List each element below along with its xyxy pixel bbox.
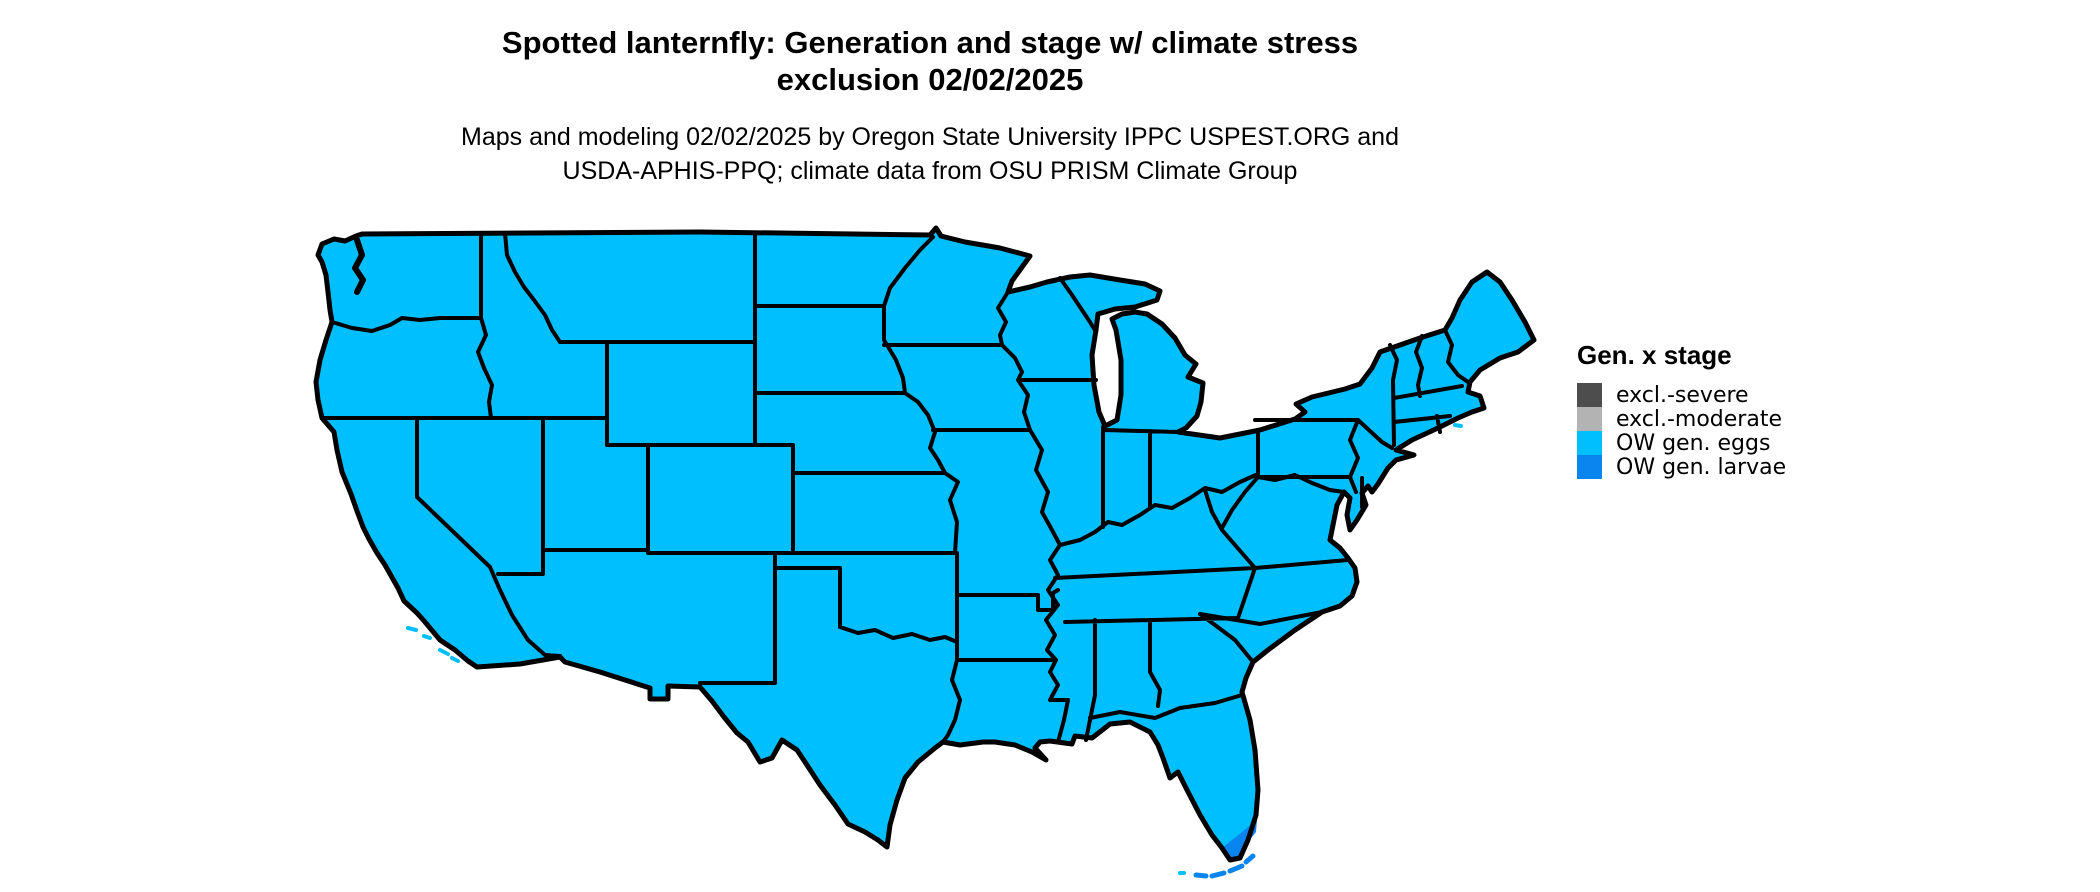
- figure-title-line2: exclusion 02/02/2025: [776, 62, 1084, 97]
- legend-item-label: OW gen. eggs: [1616, 430, 1771, 456]
- figure-title: Spotted lanternfly: Generation and stage…: [0, 24, 1860, 98]
- legend-swatch: [1577, 455, 1602, 479]
- offshore-islets: [406, 338, 1518, 875]
- legend-swatch: [1577, 383, 1602, 407]
- legend-item-label: excl.-severe: [1616, 382, 1749, 408]
- conus-landmass: [316, 228, 1534, 860]
- legend-rows: excl.-severe excl.-moderate OW gen. eggs OW…: [1577, 382, 1837, 480]
- map-legend: Gen. x stage excl.-severe excl.-moderate O…: [1577, 340, 1837, 480]
- figure-subtitle-line1: Maps and modeling 02/02/2025 by Oregon S…: [461, 123, 1399, 151]
- puget-sound-detail: [352, 237, 366, 295]
- florida-keys: [1193, 853, 1256, 879]
- figure-subtitle-line2: USDA-APHIS-PPQ; climate data from OSU PR…: [562, 157, 1298, 185]
- legend-title: Gen. x stage: [1577, 340, 1732, 370]
- south-florida-larvae-region: [1222, 820, 1257, 860]
- legend-item-label: OW gen. larvae: [1616, 454, 1787, 480]
- legend-item: OW gen. eggs: [1577, 430, 1837, 456]
- legend-swatch: [1577, 431, 1602, 455]
- state-borders: [320, 231, 1470, 744]
- figure-title-line1: Spotted lanternfly: Generation and stage…: [501, 25, 1359, 60]
- legend-item-label: excl.-moderate: [1616, 406, 1782, 432]
- legend-item: excl.-moderate: [1577, 406, 1837, 432]
- legend-swatch: [1577, 407, 1602, 431]
- conus-outline: [313, 225, 1537, 863]
- legend-item: excl.-severe: [1577, 382, 1837, 408]
- figure-subtitle: Maps and modeling 02/02/2025 by Oregon S…: [0, 120, 1860, 188]
- legend-item: OW gen. larvae: [1577, 454, 1837, 480]
